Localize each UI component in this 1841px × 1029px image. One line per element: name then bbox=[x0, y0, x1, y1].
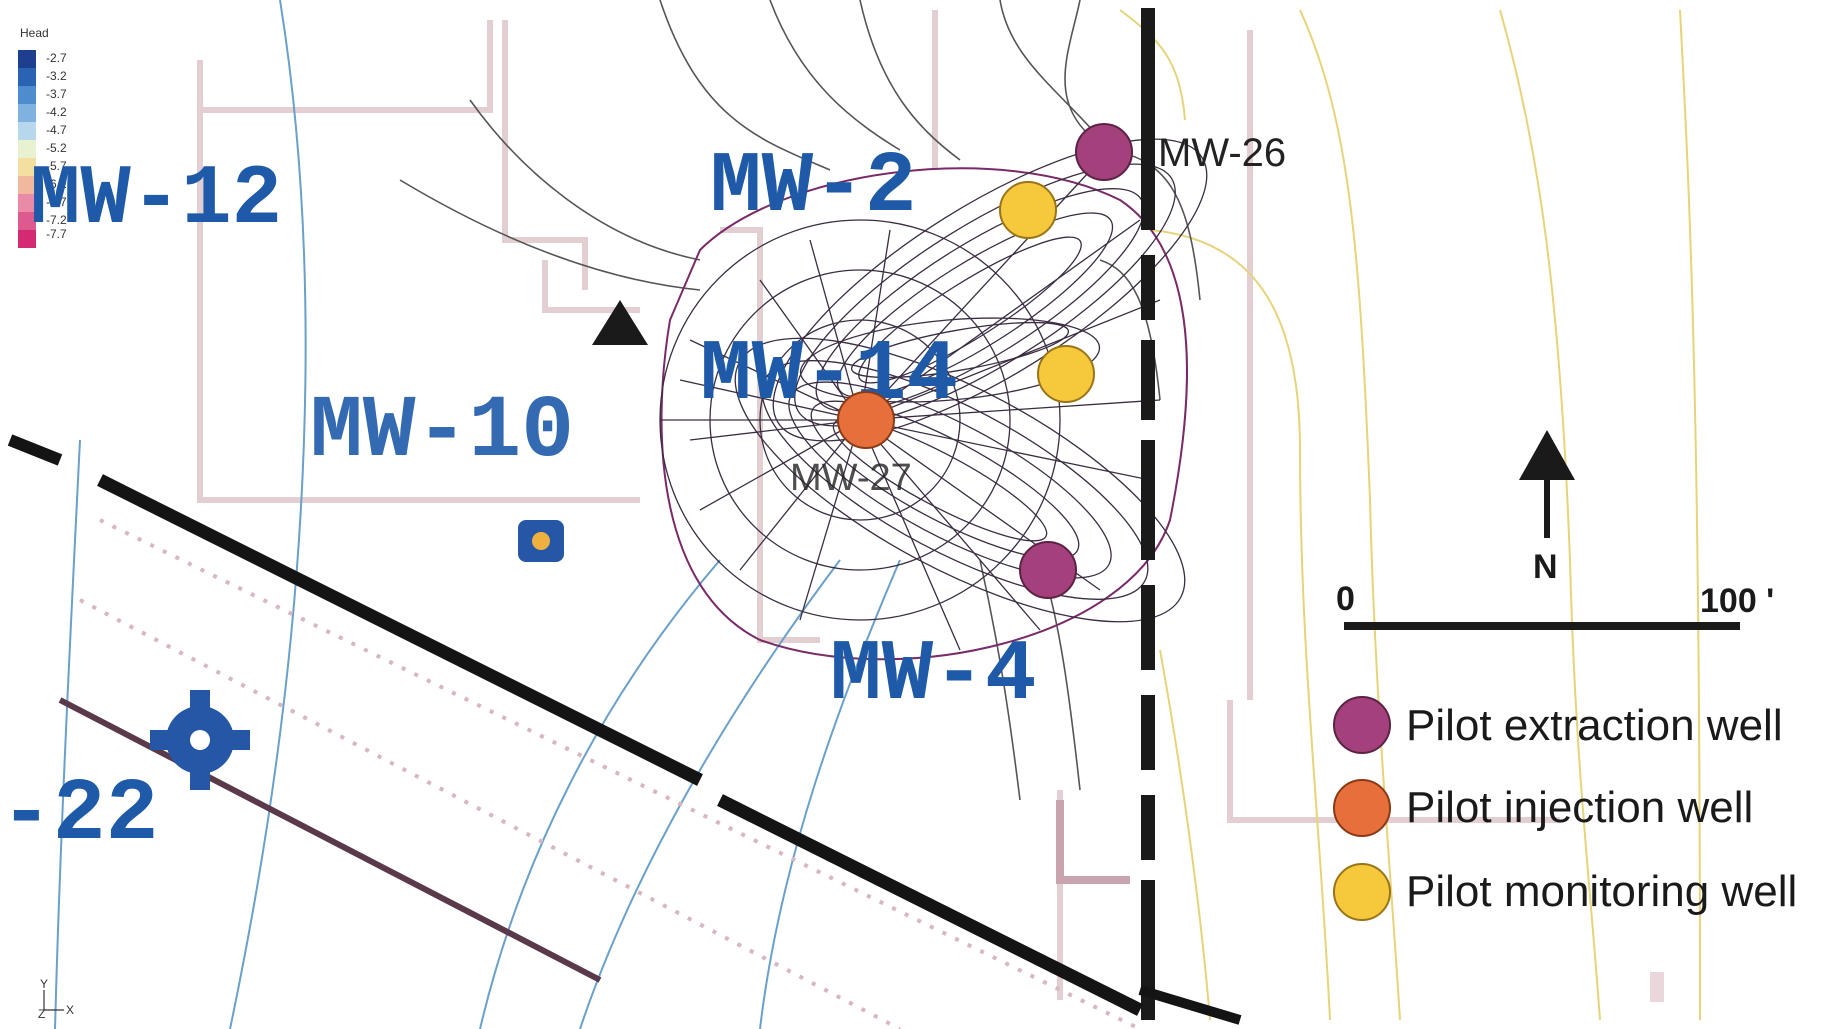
colorbar-tick: -5.7 bbox=[46, 159, 67, 173]
extraction-well-mw-26[interactable] bbox=[1075, 123, 1133, 181]
head-contours-east bbox=[1119, 9, 1701, 1021]
legend-injection-label: Pilot injection well bbox=[1406, 783, 1753, 832]
existing-well-mw-10-marker bbox=[518, 520, 564, 562]
colorbar-swatch bbox=[18, 122, 36, 140]
north-arrow: N bbox=[1519, 430, 1575, 586]
colorbar-tick: -4.7 bbox=[46, 123, 67, 137]
colorbar-swatches bbox=[18, 50, 36, 248]
north-label: N bbox=[1533, 548, 1558, 586]
legend-injection-swatch bbox=[1333, 779, 1391, 837]
building-outlines bbox=[197, 10, 1560, 1000]
gray-contours bbox=[399, 0, 1201, 801]
colorbar-tick: -2.7 bbox=[46, 51, 67, 65]
colorbar-tick: -3.7 bbox=[46, 87, 67, 101]
colorbar-swatch bbox=[18, 86, 36, 104]
extraction-well-mw-4[interactable] bbox=[1019, 541, 1077, 599]
colorbar-swatch bbox=[18, 230, 36, 248]
legend-extraction-label: Pilot extraction well bbox=[1406, 701, 1783, 750]
label-mw-27: MW-27 bbox=[790, 457, 912, 499]
colorbar-swatch bbox=[18, 50, 36, 68]
colorbar-tick: -3.2 bbox=[46, 69, 67, 83]
flow-paths bbox=[659, 138, 1208, 661]
colorbar-tick: -6.2 bbox=[46, 177, 67, 191]
monitoring-well-1[interactable] bbox=[999, 181, 1057, 239]
colorbar-title: Head bbox=[20, 26, 49, 40]
injection-well-mw-27[interactable] bbox=[837, 391, 895, 449]
map-artifact bbox=[1650, 972, 1664, 1002]
head-contours-west bbox=[54, 0, 901, 1029]
colorbar-swatch bbox=[18, 104, 36, 122]
colorbar-tick: -7.2 bbox=[46, 213, 67, 227]
colorbar-swatch bbox=[18, 68, 36, 86]
colorbar-tick: -7.7 bbox=[46, 227, 67, 241]
head-colorbar: Head -2.7 -3.2 -3.7 -4.2 -4.7 -5.2 -5.7 … bbox=[18, 26, 67, 248]
colorbar-swatch bbox=[18, 176, 36, 194]
pilot-wells bbox=[837, 123, 1133, 599]
structure-outline-south bbox=[1056, 800, 1130, 884]
legend-monitoring-swatch bbox=[1333, 863, 1391, 921]
scale-bar: 0 100 ' bbox=[1336, 580, 1774, 630]
north-arrow-icon bbox=[1519, 430, 1575, 480]
label-mw-10: MW-10 bbox=[310, 383, 574, 482]
axis-y-label: Y bbox=[40, 977, 48, 991]
monitoring-well-2[interactable] bbox=[1037, 345, 1095, 403]
axis-x-label: X bbox=[66, 1003, 74, 1017]
scale-start-label: 0 bbox=[1336, 580, 1355, 618]
label-mw-14: MW-14 bbox=[700, 326, 958, 424]
colorbar-swatch bbox=[18, 140, 36, 158]
colorbar-ticks: -2.7 -3.2 -3.7 -4.2 -4.7 -5.2 -5.7 -6.2 … bbox=[46, 51, 67, 241]
scale-end-label: 100 ' bbox=[1700, 582, 1774, 620]
label-mw-4: MW-4 bbox=[830, 626, 1036, 724]
legend-monitoring-label: Pilot monitoring well bbox=[1406, 867, 1797, 916]
colorbar-swatch bbox=[18, 158, 36, 176]
legend-extraction-swatch bbox=[1333, 696, 1391, 754]
colorbar-swatch bbox=[18, 212, 36, 230]
label-mw-12: MW-12 bbox=[30, 153, 282, 248]
axis-z-label: Z bbox=[38, 1007, 45, 1021]
label-mw-2: MW-2 bbox=[710, 138, 916, 236]
colorbar-swatch bbox=[18, 194, 36, 212]
label-mw-26: MW-26 bbox=[1158, 131, 1286, 175]
legend: Pilot extraction well Pilot injection we… bbox=[1333, 696, 1797, 921]
triangle-marker bbox=[592, 300, 648, 345]
label-mw-22: -22 bbox=[0, 766, 158, 865]
colorbar-tick: -4.2 bbox=[46, 105, 67, 119]
colorbar-tick: -6.7 bbox=[46, 195, 67, 209]
axes-triad: Y Z X bbox=[38, 977, 74, 1021]
colorbar-tick: -5.2 bbox=[46, 141, 67, 155]
existing-well-mw-22-marker bbox=[150, 690, 250, 790]
